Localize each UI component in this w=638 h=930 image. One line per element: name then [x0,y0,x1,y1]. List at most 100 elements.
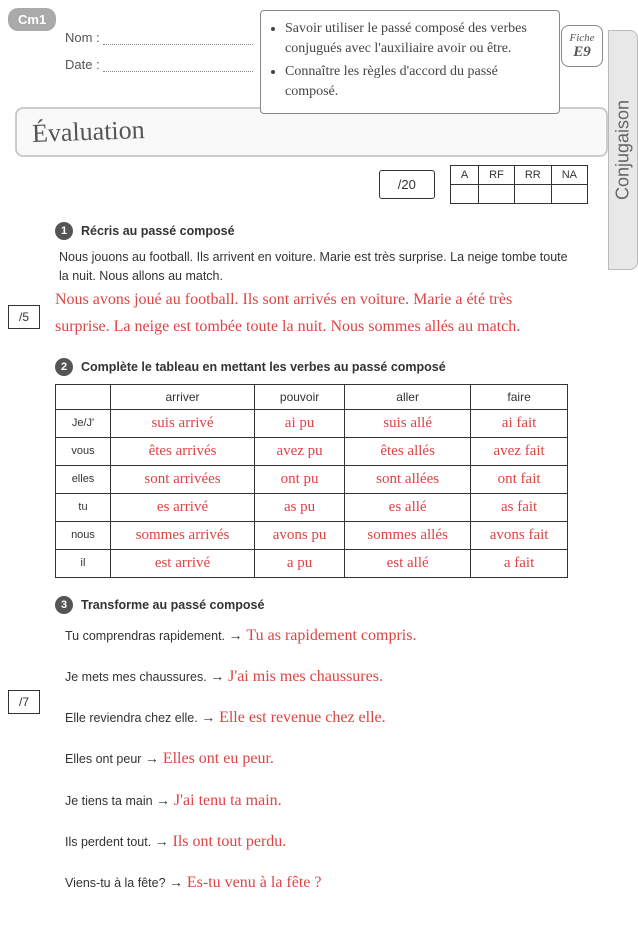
table-cell: as pu [255,493,345,521]
table-header: pouvoir [255,384,345,409]
table-cell: ont fait [471,465,568,493]
transform-answer: Elles ont eu peur. [163,750,274,767]
name-field[interactable] [103,33,253,45]
row-header: tu [56,493,111,521]
points-box: /5 [8,305,40,329]
table-cell: êtes allés [345,437,471,465]
transform-prompt: Tu comprendras rapidement. [65,629,229,643]
objectives-box: Savoir utiliser le passé composé des ver… [260,10,560,114]
exercise-number: 3 [55,596,73,614]
transform-prompt: Je mets mes chaussures. [65,670,210,684]
table-row: ilest arrivéa puest alléa fait [56,549,568,577]
transform-answer: Es-tu venu à la fête ? [187,874,322,891]
objective-item: Savoir utiliser le passé composé des ver… [285,19,547,58]
transform-answer: Ils ont tout perdu. [173,833,287,850]
table-cell: suis arrivé [111,409,255,437]
arrow-icon: → [156,792,174,808]
transform-prompt: Elles ont peur [65,752,145,766]
exercise-1: 1 Récris au passé composé Nous jouons au… [55,222,568,340]
exercise-answer: Nous avons joué au football. Ils sont ar… [55,286,568,340]
evaluation-title: Évaluation [32,115,146,149]
grade-table: A RF RR NA [450,165,588,204]
exercise-3: 3 Transforme au passé composé /7 Tu comp… [55,596,568,896]
table-cell: ai fait [471,409,568,437]
exercise-number: 2 [55,358,73,376]
transform-answer: J'ai tenu ta main. [174,792,282,809]
table-header: arriver [111,384,255,409]
table-cell: est arrivé [111,549,255,577]
table-cell: es allé [345,493,471,521]
grade-cell: NA [551,166,587,185]
grade-cell: RR [514,166,551,185]
row-header: nous [56,521,111,549]
table-header [56,384,111,409]
transform-line: Viens-tu à la fête? → Es-tu venu à la fê… [65,869,568,896]
table-row: ellessont arrivéesont pusont alléesont f… [56,465,568,493]
exercise-prompt: Nous jouons au football. Ils arrivent en… [59,248,568,286]
table-cell: suis allé [345,409,471,437]
evaluation-box: Évaluation [15,107,608,157]
arrow-icon: → [169,874,187,890]
exercise-2: 2 Complète le tableau en mettant les ver… [55,358,568,578]
name-label: Nom : [65,30,100,45]
level-badge: Cm1 [8,8,56,31]
table-cell: a fait [471,549,568,577]
transform-line: Je tiens ta main → J'ai tenu ta main. [65,787,568,814]
grade-cell: RF [479,166,515,185]
transform-line: Ils perdent tout. → Ils ont tout perdu. [65,828,568,855]
transform-list: Tu comprendras rapidement. → Tu as rapid… [65,622,568,896]
table-cell: avons fait [471,521,568,549]
exercise-title: Transforme au passé composé [81,598,264,612]
grade-cell: A [450,166,478,185]
date-field[interactable] [103,60,253,72]
arrow-icon: → [229,627,247,643]
table-cell: avez fait [471,437,568,465]
table-row: Je/J'suis arrivéai pusuis alléai fait [56,409,568,437]
arrow-icon: → [145,750,163,766]
transform-line: Elles ont peur → Elles ont eu peur. [65,745,568,772]
exercise-title: Complète le tableau en mettant les verbe… [81,360,446,374]
exercise-number: 1 [55,222,73,240]
date-label: Date : [65,57,100,72]
transform-prompt: Je tiens ta main [65,794,156,808]
table-row: tues arrivéas pues alléas fait [56,493,568,521]
table-cell: es arrivé [111,493,255,521]
table-cell: sommes arrivés [111,521,255,549]
row-header: vous [56,437,111,465]
objective-item: Connaître les règles d'accord du passé c… [285,62,547,101]
table-cell: ai pu [255,409,345,437]
transform-line: Tu comprendras rapidement. → Tu as rapid… [65,622,568,649]
transform-answer: J'ai mis mes chaussures. [228,668,383,685]
row-header: elles [56,465,111,493]
table-cell: est allé [345,549,471,577]
table-cell: êtes arrivés [111,437,255,465]
row-header: il [56,549,111,577]
table-cell: as fait [471,493,568,521]
transform-prompt: Elle reviendra chez elle. [65,711,201,725]
table-cell: sont allées [345,465,471,493]
table-cell: a pu [255,549,345,577]
arrow-icon: → [201,709,219,725]
table-header: aller [345,384,471,409]
table-cell: sont arrivées [111,465,255,493]
exercise-title: Récris au passé composé [81,224,235,238]
table-cell: avez pu [255,437,345,465]
transform-line: Je mets mes chaussures. → J'ai mis mes c… [65,663,568,690]
table-row: vousêtes arrivésavez puêtes allésavez fa… [56,437,568,465]
score-box: /20 [379,170,435,199]
table-row: noussommes arrivésavons pusommes allésav… [56,521,568,549]
table-cell: sommes allés [345,521,471,549]
transform-prompt: Ils perdent tout. [65,835,155,849]
transform-line: Elle reviendra chez elle. → Elle est rev… [65,704,568,731]
transform-prompt: Viens-tu à la fête? [65,876,169,890]
points-box: /7 [8,690,40,714]
verb-table: arriverpouvoirallerfaire Je/J'suis arriv… [55,384,568,578]
row-header: Je/J' [56,409,111,437]
table-header: faire [471,384,568,409]
table-cell: ont pu [255,465,345,493]
transform-answer: Elle est revenue chez elle. [219,709,386,726]
arrow-icon: → [155,833,173,849]
table-cell: avons pu [255,521,345,549]
transform-answer: Tu as rapidement compris. [246,627,416,644]
arrow-icon: → [210,668,228,684]
